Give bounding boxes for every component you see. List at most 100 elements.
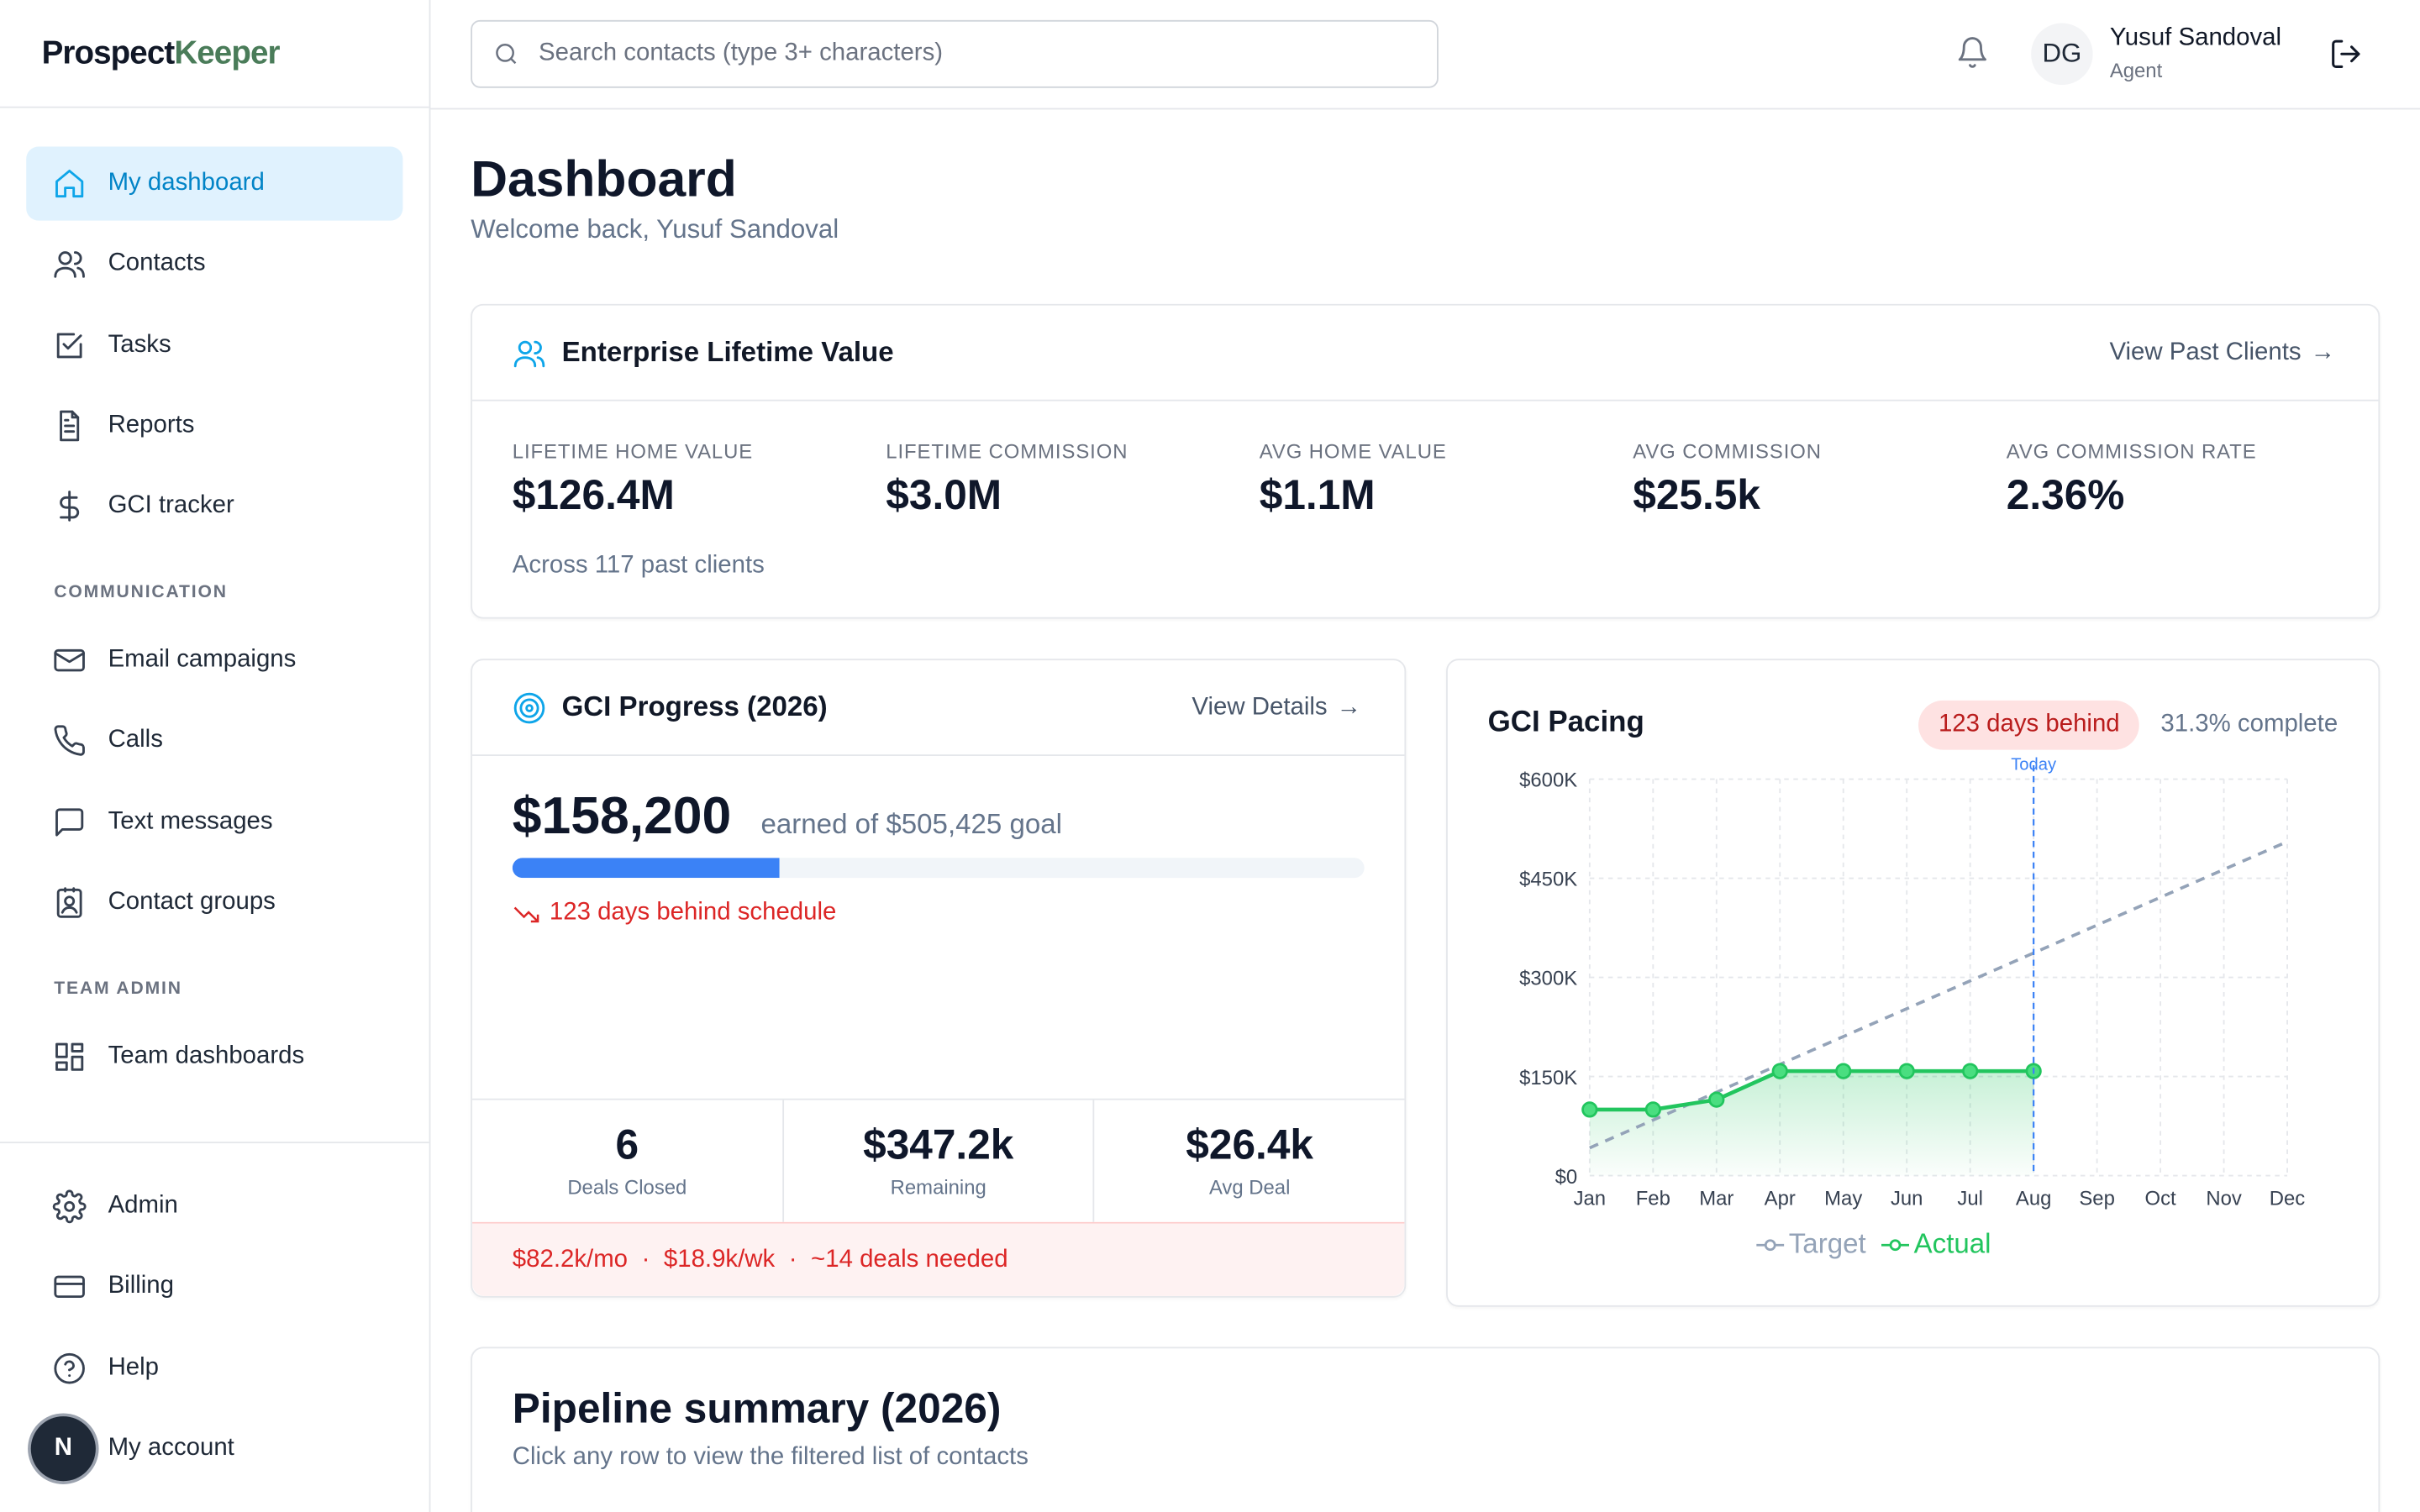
- sidebar-item-contacts[interactable]: Contacts: [26, 228, 402, 302]
- actual-point: [1898, 1063, 1915, 1079]
- user-role: Agent: [2109, 58, 2163, 82]
- sidebar-item-tasks[interactable]: Tasks: [26, 308, 402, 382]
- sidebar-item-calls[interactable]: Calls: [26, 704, 402, 778]
- users-icon: [513, 335, 546, 369]
- contact-book-icon: [52, 885, 86, 919]
- app-logo[interactable]: Prospect Keeper: [0, 0, 429, 108]
- sidebar-nav: My dashboard Contacts Tasks Reports GCI …: [0, 108, 429, 1095]
- sidebar-item-label: Admin: [108, 1192, 178, 1220]
- legend-actual[interactable]: Actual: [1881, 1228, 1991, 1261]
- sidebar-item-team-dashboards[interactable]: Team dashboards: [26, 1020, 402, 1094]
- arrow-right-icon: →: [1336, 693, 1361, 720]
- sidebar-item-label: GCI tracker: [108, 492, 234, 519]
- deals-needed: ~14 deals needed: [811, 1246, 1008, 1273]
- dev-badge[interactable]: N: [30, 1416, 96, 1482]
- logout-icon[interactable]: [2329, 37, 2363, 79]
- search-icon: [492, 40, 539, 68]
- avatar[interactable]: DG: [2031, 23, 2093, 86]
- actual-point: [1771, 1063, 1788, 1079]
- percent-complete: 31.3% complete: [2160, 711, 2338, 738]
- stat-avg-commission-rate: AVG COMMISSION RATE 2.36%: [2006, 439, 2257, 519]
- stat-lifetime-home-value: LIFETIME HOME VALUE $126.4M: [512, 439, 754, 519]
- page-subtitle: Welcome back, Yusuf Sandoval: [471, 214, 839, 244]
- sidebar-item-label: Email campaigns: [108, 646, 297, 674]
- message-icon: [52, 805, 86, 838]
- actual-line: [1589, 1068, 2034, 1112]
- elv-card: Enterprise Lifetime Value View Past Clie…: [471, 303, 2381, 619]
- gci-requirements-footer: $82.2k/mo · $18.9k/wk · ~14 deals needed: [472, 1221, 1405, 1296]
- target-line: [1589, 840, 2288, 1150]
- x-tick-label: Oct: [2145, 1187, 2176, 1210]
- x-tick-label: Sep: [2079, 1187, 2114, 1210]
- sidebar: Prospect Keeper My dashboard Contacts Tas…: [0, 0, 431, 1512]
- pacing-title: GCI Pacing: [1487, 706, 1644, 739]
- metric-deals-closed: 6 Deals Closed: [472, 1100, 784, 1222]
- section-team-admin: TEAM ADMIN: [54, 979, 182, 999]
- sidebar-item-contact-groups[interactable]: Contact groups: [26, 866, 402, 940]
- x-tick-label: Dec: [2270, 1187, 2306, 1210]
- gci-pacing-chart: $0 $150K $300K $450K $600K Jan Feb Mar Apr May Jun…: [1519, 756, 2306, 1210]
- bell-icon[interactable]: [1955, 35, 1989, 77]
- sidebar-item-admin[interactable]: Admin: [26, 1169, 402, 1243]
- user-name: Yusuf Sandoval: [2109, 24, 2282, 51]
- gci-title: GCI Progress (2026): [561, 690, 828, 722]
- users-icon: [52, 247, 86, 281]
- target-icon: [513, 690, 546, 724]
- sidebar-item-text-messages[interactable]: Text messages: [26, 785, 402, 858]
- stat-avg-home-value: AVG HOME VALUE $1.1M: [1259, 439, 1447, 519]
- sidebar-item-label: Billing: [108, 1273, 174, 1300]
- actual-point: [1708, 1091, 1725, 1108]
- x-tick-label: Jun: [1891, 1187, 1923, 1210]
- actual-point: [1581, 1101, 1598, 1118]
- elv-title: Enterprise Lifetime Value: [561, 336, 894, 368]
- y-tick-label: $300K: [1519, 968, 1577, 990]
- actual-area: [1589, 1071, 2034, 1176]
- sidebar-item-label: Team dashboards: [108, 1042, 305, 1070]
- sidebar-item-help[interactable]: Help: [26, 1331, 402, 1404]
- legend-target[interactable]: Target: [1756, 1228, 1866, 1261]
- search-placeholder: Search contacts (type 3+ characters): [539, 39, 944, 66]
- gci-amount: $158,200: [512, 786, 732, 846]
- sidebar-item-billing[interactable]: Billing: [26, 1250, 402, 1324]
- y-tick-label: $150K: [1519, 1067, 1577, 1089]
- sidebar-item-label: Contact groups: [108, 889, 276, 916]
- y-tick-label: $450K: [1519, 869, 1577, 891]
- topbar: Search contacts (type 3+ characters) DG …: [430, 0, 2420, 110]
- credit-card-icon: [52, 1270, 86, 1304]
- file-text-icon: [52, 409, 86, 443]
- sidebar-item-label: Reports: [108, 412, 195, 438]
- past-clients-note: Across 117 past clients: [512, 552, 765, 579]
- x-tick-label: Aug: [2016, 1187, 2051, 1210]
- sidebar-item-label: My account: [108, 1434, 234, 1462]
- gci-card-header: GCI Progress (2026) View Details →: [472, 660, 1405, 756]
- gci-goal-text: earned of $505,425 goal: [760, 808, 1062, 840]
- pipeline-summary-card: Pipeline summary (2026) Click any row to…: [471, 1347, 2381, 1512]
- legend-target-swatch: [1756, 1238, 1785, 1251]
- search-input[interactable]: Search contacts (type 3+ characters): [471, 19, 1439, 88]
- sidebar-item-label: Tasks: [108, 331, 171, 358]
- y-tick-label: $600K: [1519, 769, 1577, 792]
- days-behind-badge: 123 days behind: [1918, 700, 2140, 750]
- view-details-link[interactable]: View Details →: [1192, 693, 1361, 720]
- sidebar-item-label: Contacts: [108, 250, 206, 277]
- sidebar-item-email-campaigns[interactable]: Email campaigns: [26, 623, 402, 697]
- x-tick-label: Nov: [2206, 1187, 2242, 1210]
- home-icon: [52, 166, 86, 200]
- sidebar-item-label: My dashboard: [108, 170, 265, 197]
- x-tick-label: Mar: [1699, 1187, 1733, 1210]
- checkbox-icon: [52, 328, 86, 361]
- chart-legend[interactable]: Target Actual: [1756, 1228, 2007, 1261]
- gci-progress-card: GCI Progress (2026) View Details → $158,2…: [471, 659, 1407, 1298]
- sidebar-item-reports[interactable]: Reports: [26, 389, 402, 463]
- sidebar-item-my-dashboard[interactable]: My dashboard: [26, 146, 403, 221]
- actual-point: [1835, 1063, 1852, 1079]
- sidebar-item-label: Text messages: [108, 808, 273, 835]
- stat-avg-commission: AVG COMMISSION $25.5k: [1633, 439, 1822, 519]
- view-past-clients-link[interactable]: View Past Clients →: [2109, 339, 2335, 365]
- sidebar-item-gci-tracker[interactable]: GCI tracker: [26, 470, 402, 543]
- section-communication: COMMUNICATION: [54, 583, 228, 602]
- gear-icon: [52, 1189, 87, 1224]
- phone-icon: [52, 724, 86, 758]
- x-tick-label: Apr: [1765, 1187, 1796, 1210]
- x-tick-label: Jan: [1574, 1187, 1606, 1210]
